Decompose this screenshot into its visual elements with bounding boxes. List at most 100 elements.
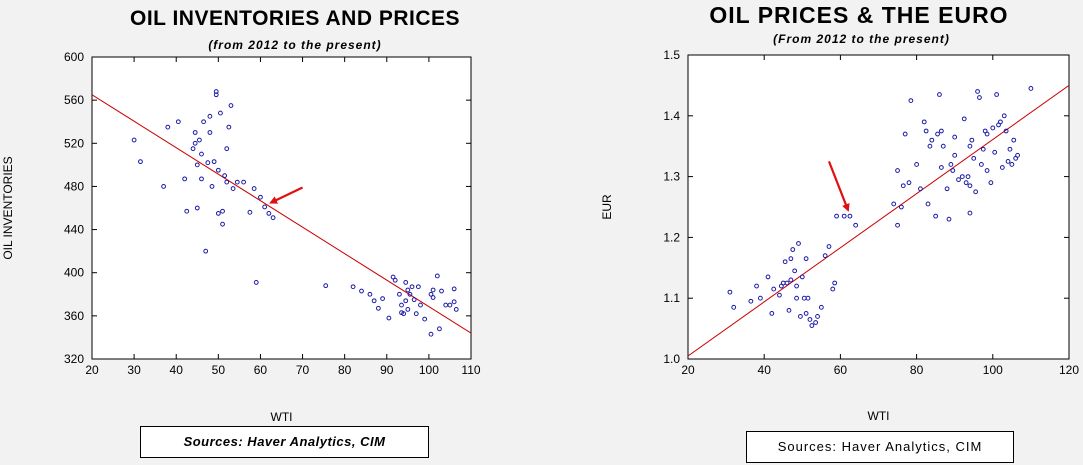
data-point [165,124,171,130]
data-point [895,168,900,173]
data-point [207,113,213,119]
x-tick-label: 20 [681,363,695,377]
data-point [207,130,213,135]
data-point [891,201,897,207]
data-point [992,149,998,155]
data-point [784,280,790,286]
data-point [933,213,939,219]
data-point [407,291,413,297]
data-point [794,283,799,289]
data-point [451,286,457,292]
y-tick-label: 520 [64,136,84,150]
data-point [218,110,223,116]
source-box: Sources: Haver Analytics, CIM [746,431,1014,463]
x-axis-title: WTI [868,409,890,423]
data-point [1003,128,1009,134]
data-point [199,176,204,182]
data-point [430,295,436,300]
data-point [971,155,977,161]
data-point [900,183,906,189]
x-tick-label: 40 [758,363,772,377]
data-point [434,273,440,279]
data-point [405,306,411,312]
data-point [161,184,166,189]
data-point [748,298,754,304]
data-point [399,302,404,308]
x-tick-label: 120 [1059,363,1079,377]
x-tick-label: 40 [170,363,184,377]
y-axis-title: OIL INVENTORIES [1,156,15,259]
data-point [447,302,453,308]
data-point [923,128,929,134]
y-tick-label: 320 [64,352,84,366]
data-point [234,179,240,185]
data-point [138,159,143,165]
data-point [211,159,217,165]
data-point [359,288,364,294]
data-point [1009,162,1015,167]
data-point [952,134,958,140]
data-point [967,143,973,149]
data-point [809,323,815,328]
y-axis-title: EUR [600,194,614,220]
data-point [815,314,820,319]
data-point [902,131,908,137]
data-point [247,209,253,215]
data-point [1007,146,1013,152]
data-point [921,119,927,125]
data-point [765,274,771,280]
arrow-annotation [827,160,850,212]
x-tick-label: 30 [127,363,141,377]
y-tick-label: 600 [64,50,84,64]
data-point [803,311,809,316]
data-point [451,299,457,305]
y-tick-label: 440 [64,223,84,237]
plot-area [687,54,1070,360]
data-point [222,173,228,179]
plot-content [92,89,471,337]
data-point [757,295,763,301]
arrow-annotation [269,186,304,204]
data-point [1005,159,1011,164]
data-point [350,284,356,290]
x-tick-label: 110 [461,363,480,377]
data-point [131,137,137,143]
data-point [984,131,990,137]
chart-subtitle: (From 2012 to the present) [773,32,950,46]
data-point [401,311,407,317]
data-point [956,177,961,183]
x-tick-label: 70 [296,363,310,377]
data-point [984,168,990,173]
data-point [946,216,952,222]
data-point [201,119,206,125]
x-tick-label: 60 [834,363,848,377]
data-point [813,320,819,325]
data-point [220,221,225,227]
data-point [270,215,276,221]
data-point [796,241,801,246]
data-point [998,119,1003,125]
data-point [727,289,733,295]
data-point [220,208,225,214]
scatter-plot-oil-euro: 20 40 60 80 100 120 1.0 1.1 1.2 1.3 1.4 1.5 WTI EUR [600,48,1079,423]
data-point [192,140,198,146]
data-point [786,307,792,313]
trend-line [688,84,1069,357]
data-point [940,143,946,149]
y-tick-label: 480 [64,179,84,193]
data-point [213,89,219,94]
data-point [832,280,838,286]
data-point [453,306,459,312]
data-point [1015,152,1020,158]
data-point [834,213,839,219]
y-tick-label: 400 [64,266,84,280]
data-point [224,179,230,185]
data-point [937,92,942,97]
y-tick-label: 1.3 [663,170,680,184]
x-tick-label: 80 [910,363,924,377]
scatter-plot-oil-inventories: 20 30 40 50 60 70 80 90 100 110 320 360 400 440 480 520… [1,50,481,424]
data-point [959,174,965,180]
data-point [788,277,794,283]
data-point [226,124,232,130]
data-point [914,162,920,167]
